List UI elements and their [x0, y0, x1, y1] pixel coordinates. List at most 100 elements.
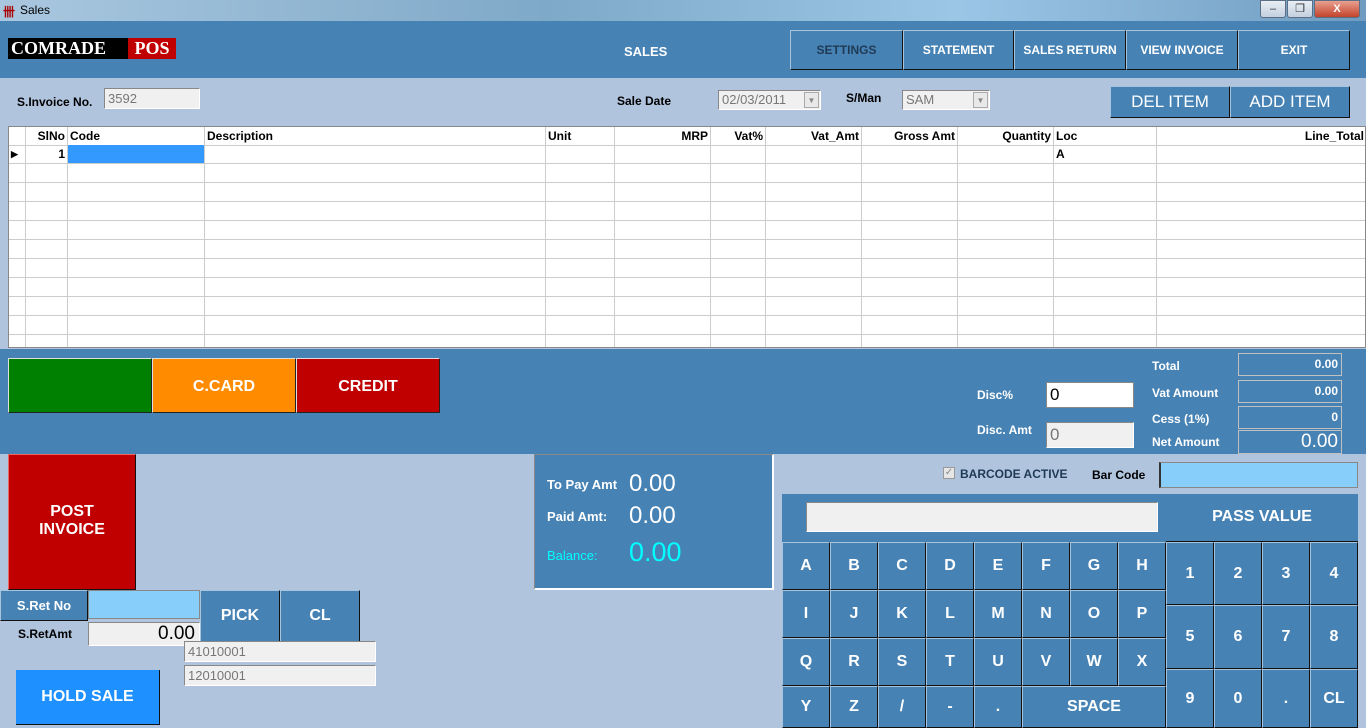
empty-grid-cell[interactable] — [766, 297, 862, 316]
empty-grid-cell[interactable] — [958, 335, 1054, 347]
empty-grid-cell[interactable] — [205, 297, 546, 316]
empty-grid-cell[interactable] — [68, 297, 205, 316]
key-i[interactable]: I — [782, 590, 830, 638]
close-button[interactable]: X — [1314, 0, 1360, 18]
empty-grid-cell[interactable] — [615, 278, 711, 297]
empty-grid-cell[interactable] — [546, 278, 615, 297]
empty-grid-cell[interactable] — [68, 183, 205, 202]
empty-grid-cell[interactable] — [546, 164, 615, 183]
empty-grid-cell[interactable] — [862, 183, 958, 202]
sret-no-button[interactable]: S.Ret No — [0, 590, 88, 621]
key-b[interactable]: B — [830, 542, 878, 590]
row-selector[interactable] — [9, 183, 26, 202]
barcode-input[interactable] — [1159, 462, 1358, 488]
empty-grid-cell[interactable] — [1157, 183, 1365, 202]
empty-grid-cell[interactable] — [1157, 240, 1365, 259]
empty-grid-cell[interactable] — [26, 202, 68, 221]
key-f[interactable]: F — [1022, 542, 1070, 590]
empty-grid-cell[interactable] — [26, 259, 68, 278]
empty-grid-cell[interactable] — [1054, 316, 1157, 335]
empty-grid-cell[interactable] — [958, 183, 1054, 202]
empty-grid-cell[interactable] — [26, 240, 68, 259]
empty-grid-cell[interactable] — [26, 164, 68, 183]
empty-grid-cell[interactable] — [766, 221, 862, 240]
minimize-button[interactable]: – — [1260, 0, 1286, 18]
numkey-6[interactable]: 6 — [1214, 605, 1262, 669]
row-selector[interactable] — [9, 278, 26, 297]
empty-grid-cell[interactable] — [546, 221, 615, 240]
grid-cell[interactable] — [546, 145, 615, 164]
empty-grid-cell[interactable] — [68, 259, 205, 278]
grid-cell[interactable] — [711, 145, 766, 164]
key-v[interactable]: V — [1022, 638, 1070, 686]
empty-grid-cell[interactable] — [711, 221, 766, 240]
empty-grid-cell[interactable] — [1054, 278, 1157, 297]
numkey-2[interactable]: 2 — [1214, 542, 1262, 605]
disc-pct-input[interactable]: 0 — [1046, 382, 1134, 408]
key-m[interactable]: M — [974, 590, 1022, 638]
empty-grid-cell[interactable] — [862, 278, 958, 297]
empty-grid-cell[interactable] — [615, 316, 711, 335]
key-g[interactable]: G — [1070, 542, 1118, 590]
empty-grid-cell[interactable] — [1157, 297, 1365, 316]
row-selector[interactable] — [9, 297, 26, 316]
empty-grid-cell[interactable] — [1054, 183, 1157, 202]
empty-grid-cell[interactable] — [68, 240, 205, 259]
numkey-7[interactable]: 7 — [1262, 605, 1310, 669]
row-selector[interactable] — [9, 259, 26, 278]
empty-grid-cell[interactable] — [862, 202, 958, 221]
empty-grid-cell[interactable] — [615, 183, 711, 202]
empty-grid-cell[interactable] — [1054, 335, 1157, 347]
numkey-4[interactable]: 4 — [1310, 542, 1358, 605]
numkey-cl[interactable]: CL — [1310, 669, 1358, 728]
empty-grid-cell[interactable] — [615, 335, 711, 347]
grid-cell[interactable] — [205, 145, 546, 164]
key-k[interactable]: K — [878, 590, 926, 638]
key-dot[interactable]: . — [974, 686, 1022, 728]
empty-grid-cell[interactable] — [205, 240, 546, 259]
empty-grid-cell[interactable] — [1157, 278, 1365, 297]
key-n[interactable]: N — [1022, 590, 1070, 638]
empty-grid-cell[interactable] — [205, 183, 546, 202]
empty-grid-cell[interactable] — [546, 335, 615, 347]
key-d[interactable]: D — [926, 542, 974, 590]
invoice-no-field[interactable]: 3592 — [104, 88, 200, 109]
empty-grid-cell[interactable] — [958, 316, 1054, 335]
empty-grid-cell[interactable] — [711, 335, 766, 347]
empty-grid-cell[interactable] — [1054, 259, 1157, 278]
empty-grid-cell[interactable] — [205, 202, 546, 221]
key-z[interactable]: Z — [830, 686, 878, 728]
empty-grid-cell[interactable] — [862, 316, 958, 335]
empty-grid-cell[interactable] — [862, 164, 958, 183]
post-invoice-button[interactable]: POST INVOICE — [8, 454, 136, 590]
key-y[interactable]: Y — [782, 686, 830, 728]
barcode-active-checkbox[interactable]: ✓ — [943, 467, 955, 479]
empty-grid-cell[interactable] — [1157, 202, 1365, 221]
empty-grid-cell[interactable] — [615, 202, 711, 221]
empty-grid-cell[interactable] — [615, 221, 711, 240]
chevron-down-icon[interactable]: ▼ — [804, 92, 819, 108]
grid-cell[interactable]: 1 — [26, 145, 68, 164]
empty-grid-cell[interactable] — [766, 278, 862, 297]
empty-grid-cell[interactable] — [1157, 335, 1365, 347]
empty-grid-cell[interactable] — [1054, 297, 1157, 316]
empty-grid-cell[interactable] — [1054, 202, 1157, 221]
empty-grid-cell[interactable] — [615, 297, 711, 316]
empty-grid-cell[interactable] — [68, 316, 205, 335]
row-selector[interactable] — [9, 221, 26, 240]
grid-cell[interactable] — [1157, 145, 1365, 164]
empty-grid-cell[interactable] — [546, 297, 615, 316]
sales-return-button[interactable]: SALES RETURN — [1014, 30, 1126, 70]
empty-grid-cell[interactable] — [1157, 221, 1365, 240]
row-selector[interactable] — [9, 316, 26, 335]
key-q[interactable]: Q — [782, 638, 830, 686]
numkey-dot[interactable]: . — [1262, 669, 1310, 728]
add-item-button[interactable]: ADD ITEM — [1230, 86, 1350, 118]
empty-grid-cell[interactable] — [862, 335, 958, 347]
empty-grid-cell[interactable] — [68, 278, 205, 297]
empty-grid-cell[interactable] — [766, 316, 862, 335]
empty-grid-cell[interactable] — [766, 202, 862, 221]
empty-grid-cell[interactable] — [26, 278, 68, 297]
empty-grid-cell[interactable] — [958, 221, 1054, 240]
hold-sale-button[interactable]: HOLD SALE — [16, 670, 160, 725]
